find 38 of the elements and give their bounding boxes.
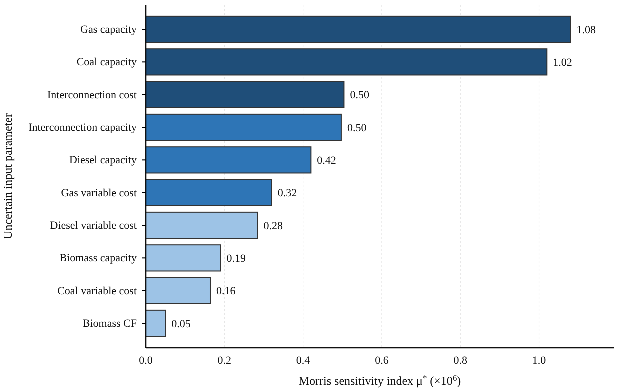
y-tick-label: Biomass CF	[82, 318, 137, 330]
data-label: 0.05	[172, 318, 192, 330]
bar	[146, 146, 312, 174]
data-label: 0.19	[226, 253, 246, 266]
x-tick-label: 0.4	[296, 354, 311, 367]
data-label: 0.28	[264, 220, 284, 232]
y-tick-label: Interconnection capacity	[28, 122, 138, 134]
y-tick-label: Gas variable cost	[61, 187, 137, 200]
x-axis-title: Morris sensitivity index μ$^{*}$ (×10$^{6}$)	[298, 374, 462, 388]
bar	[146, 212, 258, 240]
y-tick-label: Coal capacity	[76, 56, 138, 69]
bar	[146, 81, 345, 108]
x-tick-label: 0.2	[218, 354, 232, 367]
data-label: 1.02	[553, 57, 572, 70]
x-tick-label: 0.8	[454, 354, 468, 367]
data-label: 0.42	[317, 155, 336, 168]
data-label: 1.08	[576, 24, 596, 36]
y-tick-label: Diesel capacity	[70, 154, 138, 167]
bar	[146, 179, 272, 206]
bar	[146, 16, 572, 44]
bar	[146, 48, 548, 76]
bar	[146, 114, 342, 142]
y-tick-label: Gas capacity	[80, 24, 138, 36]
data-label: 0.16	[216, 286, 236, 298]
x-tick-label: 0.6	[375, 354, 390, 367]
y-tick-label: Diesel variable cost	[50, 220, 137, 232]
y-axis-title: Uncertain input parameter	[1, 114, 15, 240]
data-label: 0.50	[350, 90, 370, 102]
x-tick-label: 0.0	[139, 354, 154, 367]
bar	[146, 244, 222, 272]
y-tick-label: Coal variable cost	[58, 285, 137, 298]
y-tick-label: Biomass capacity	[60, 252, 138, 265]
bar	[146, 277, 211, 304]
y-tick-label: Interconnection cost	[48, 89, 137, 102]
data-label: 0.32	[278, 188, 298, 200]
bar	[146, 310, 166, 338]
data-label: 0.50	[347, 122, 368, 134]
x-tick-label: 1.0	[532, 354, 547, 367]
